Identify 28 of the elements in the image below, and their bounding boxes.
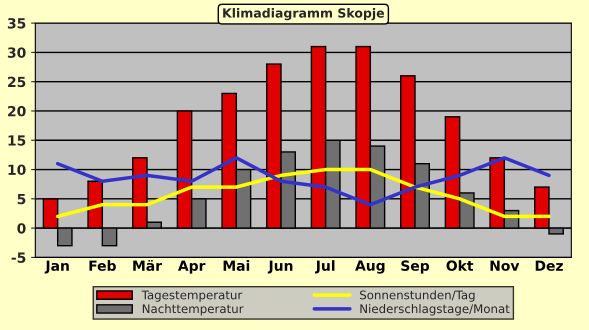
x-tick-label: Jan: [44, 260, 69, 274]
legend-label: Tagestemperatur: [142, 290, 242, 302]
y-tick-label: 25: [8, 76, 26, 88]
y-tick-label: 0: [17, 223, 26, 234]
y-tick-label: 20: [8, 106, 26, 116]
x-tick-label: Okt: [446, 260, 474, 271]
x-tick-label: Dez: [536, 260, 563, 271]
y-tick-label: 30: [8, 47, 26, 58]
legend-label: Nachttemperatur: [142, 304, 244, 316]
y-tick-label: 10: [8, 164, 26, 176]
x-tick-label: Apr: [178, 260, 206, 274]
x-tick-label: Jul: [314, 260, 334, 274]
x-tick-label: Mai: [224, 260, 250, 271]
line-series: [56, 168, 551, 218]
y-tick-label: 15: [8, 135, 26, 146]
y-tick-label: -5: [12, 252, 26, 263]
y-tick-label: 35: [8, 18, 26, 29]
x-tick-label: Sep: [401, 260, 430, 274]
y-tick-label: 5: [18, 194, 26, 204]
legend-label: Sonnenstunden/Tag: [360, 290, 475, 302]
legend-label: Niederschlagstage/Monat: [360, 304, 510, 316]
x-tick-label: Jun: [268, 260, 292, 274]
x-tick-label: Nov: [490, 260, 520, 271]
x-tick-label: Mär: [133, 260, 162, 271]
chart-title: Klimadiagramm Skopje: [223, 8, 384, 20]
line-series: [56, 156, 551, 206]
x-tick-label: Aug: [355, 260, 384, 274]
x-tick-label: Feb: [89, 260, 116, 271]
